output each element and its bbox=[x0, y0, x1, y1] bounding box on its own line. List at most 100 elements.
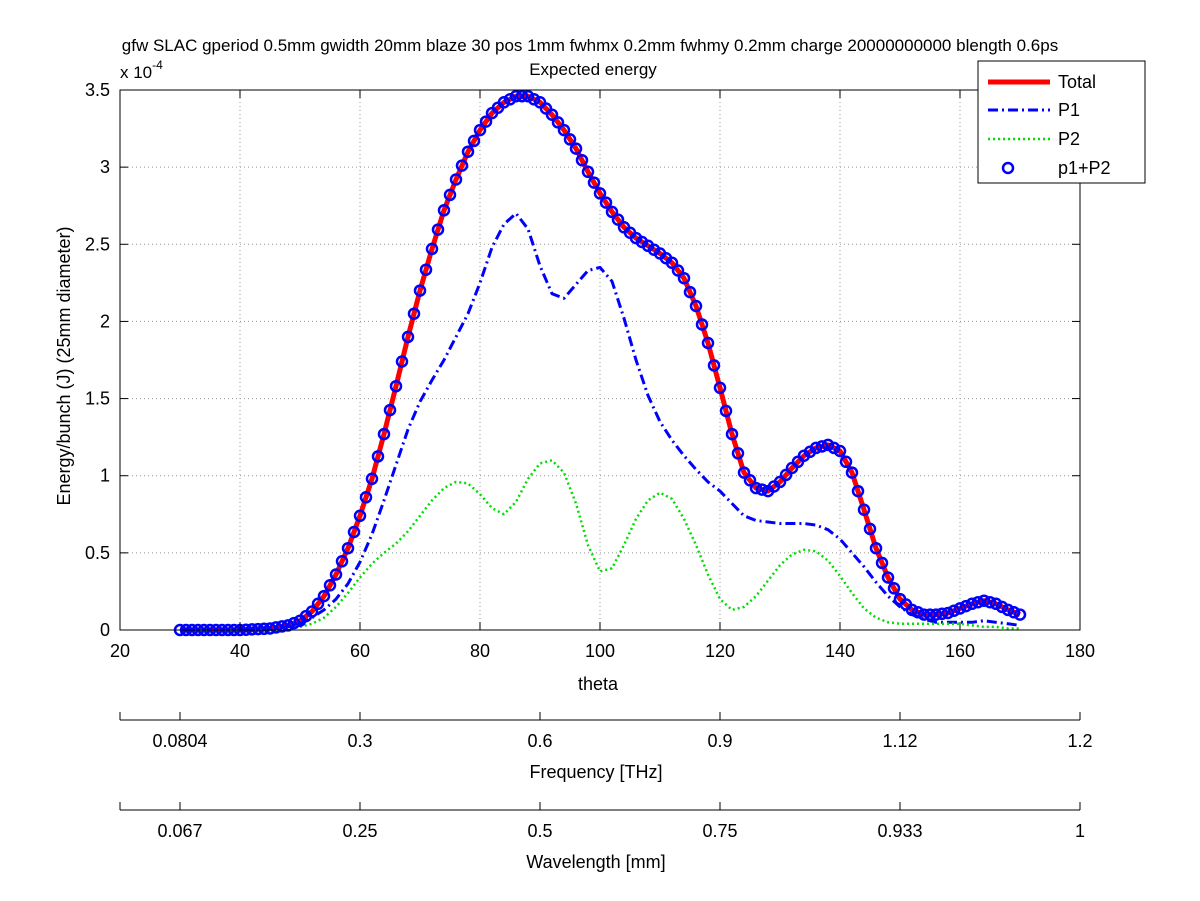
data-point-p1-p2 bbox=[923, 608, 937, 621]
data-point-p1-p2 bbox=[695, 318, 709, 331]
y-tick-label: 2 bbox=[100, 311, 110, 331]
data-point-p1-p2 bbox=[911, 606, 925, 619]
data-point-p1-p2 bbox=[575, 153, 589, 167]
data-point-p1-p2 bbox=[323, 579, 337, 592]
data-point-p1-p2 bbox=[257, 622, 271, 636]
x-tick-label: 180 bbox=[1065, 641, 1095, 661]
data-point-p1-p2 bbox=[365, 472, 379, 486]
data-point-p1-p2 bbox=[689, 299, 703, 313]
secondary-tick-label: 0.9 bbox=[707, 731, 732, 751]
data-point-p1-p2 bbox=[467, 134, 481, 148]
data-point-p1-p2 bbox=[599, 196, 613, 209]
wavelength-axis: Wavelength [mm] 0.067 0.25 0.5 0.75 0.933 1 bbox=[119, 802, 1085, 872]
data-point-p1-p2 bbox=[425, 242, 439, 256]
x-tick-label: 120 bbox=[705, 641, 735, 661]
secondary-tick-label: 1.12 bbox=[882, 731, 917, 751]
legend-label-p1: P1 bbox=[1058, 100, 1080, 120]
wavelength-axis-label: Wavelength [mm] bbox=[526, 852, 665, 872]
data-point-p1-p2 bbox=[401, 330, 415, 344]
data-point-p1-p2 bbox=[863, 522, 877, 536]
x-tick-label: 140 bbox=[825, 641, 855, 661]
data-point-p1-p2 bbox=[353, 509, 367, 523]
secondary-tick-label: 0.6 bbox=[527, 731, 552, 751]
secondary-tick-label: 1.2 bbox=[1067, 731, 1092, 751]
data-point-p1-p2 bbox=[245, 623, 259, 636]
legend: Total P1 P2 p1+P2 bbox=[977, 60, 1146, 184]
x-tick-label: 60 bbox=[350, 641, 370, 661]
data-point-p1-p2 bbox=[503, 93, 517, 106]
data-point-p1-p2 bbox=[509, 89, 523, 103]
data-point-p1-p2 bbox=[713, 381, 727, 395]
data-point-p1-p2 bbox=[749, 481, 763, 495]
data-point-p1-p2 bbox=[527, 93, 541, 106]
data-point-p1-p2 bbox=[569, 142, 583, 155]
data-point-p1-p2 bbox=[359, 491, 373, 504]
data-point-p1-p2 bbox=[497, 96, 511, 109]
data-point-p1-p2 bbox=[443, 188, 457, 202]
data-point-p1-p2 bbox=[251, 622, 265, 636]
data-point-p1-p2 bbox=[737, 466, 751, 479]
data-point-p1-p2 bbox=[905, 603, 919, 617]
data-point-p1-p2 bbox=[557, 123, 571, 137]
y-exponent-label: x 10-4 bbox=[120, 58, 163, 82]
data-point-p1-p2 bbox=[395, 355, 409, 368]
figure-title: gfw SLAC gperiod 0.5mm gwidth 20mm blaze… bbox=[122, 36, 1058, 55]
data-point-p1-p2 bbox=[755, 483, 769, 496]
data-point-p1-p2 bbox=[437, 204, 451, 217]
data-point-p1-p2 bbox=[677, 271, 691, 285]
y-exponent-power: -4 bbox=[152, 58, 163, 72]
y-axis: 0 0.5 1 1.5 2 2.5 3 3.5 bbox=[85, 80, 1080, 640]
data-point-p1-p2 bbox=[521, 89, 535, 103]
data-point-p1-p2 bbox=[419, 263, 433, 276]
y-tick-label: 0.5 bbox=[85, 543, 110, 563]
data-point-p1-p2 bbox=[827, 441, 841, 455]
data-point-p1-p2 bbox=[563, 133, 577, 146]
data-point-p1-p2 bbox=[869, 541, 883, 555]
secondary-tick-label: 0.25 bbox=[342, 821, 377, 841]
series-line-p1 bbox=[180, 211, 1021, 632]
x-axis: 20 40 60 80 100 120 140 160 180 bbox=[110, 90, 1095, 661]
data-point-p1-p2 bbox=[329, 568, 343, 581]
secondary-tick-label: 0.5 bbox=[527, 821, 552, 841]
y-tick-label: 3.5 bbox=[85, 80, 110, 100]
secondary-tick-label: 0.3 bbox=[347, 731, 372, 751]
data-point-p1-p2 bbox=[377, 427, 391, 441]
data-point-p1-p2 bbox=[779, 468, 793, 482]
data-point-p1-p2 bbox=[407, 307, 421, 320]
legend-label-p2: P2 bbox=[1058, 129, 1080, 149]
data-point-p1-p2 bbox=[581, 165, 595, 179]
data-point-p1-p2 bbox=[671, 264, 685, 277]
data-point-p1-p2 bbox=[821, 438, 835, 452]
data-point-p1-p2 bbox=[959, 599, 973, 613]
data-point-p1-p2 bbox=[611, 213, 625, 226]
data-point-p1-p2 bbox=[431, 223, 445, 236]
x-tick-label: 40 bbox=[230, 641, 250, 661]
data-point-p1-p2 bbox=[989, 597, 1003, 611]
frequency-axis: Frequency [THz] 0.0804 0.3 0.6 0.9 1.12 1.2 bbox=[119, 712, 1093, 782]
data-point-p1-p2 bbox=[515, 89, 529, 103]
data-point-p1-p2 bbox=[593, 187, 607, 200]
data-point-p1-p2 bbox=[845, 466, 859, 479]
data-point-p1-p2 bbox=[839, 455, 853, 469]
data-point-p1-p2 bbox=[335, 555, 349, 568]
data-point-p1-p2 bbox=[1001, 603, 1015, 617]
data-point-p1-p2 bbox=[263, 622, 277, 635]
y-tick-label: 0 bbox=[100, 620, 110, 640]
secondary-tick-label: 1 bbox=[1075, 821, 1085, 841]
y-tick-label: 3 bbox=[100, 157, 110, 177]
data-point-p1-p2 bbox=[383, 403, 397, 417]
legend-label-p1-p2: p1+P2 bbox=[1058, 158, 1111, 178]
data-point-p1-p2 bbox=[725, 427, 739, 441]
data-point-p1-p2 bbox=[1007, 606, 1021, 619]
data-point-p1-p2 bbox=[881, 571, 895, 584]
data-point-p1-p2 bbox=[479, 115, 493, 128]
data-point-p1-p2 bbox=[743, 474, 757, 487]
data-point-p1-p2 bbox=[941, 606, 955, 620]
frequency-axis-label: Frequency [THz] bbox=[529, 762, 662, 782]
secondary-tick-label: 0.933 bbox=[877, 821, 922, 841]
legend-swatch-p1-p2 bbox=[1001, 161, 1015, 175]
x-axis-label: theta bbox=[578, 674, 619, 694]
data-point-p1-p2 bbox=[341, 541, 355, 555]
data-point-p1-p2 bbox=[947, 604, 961, 617]
